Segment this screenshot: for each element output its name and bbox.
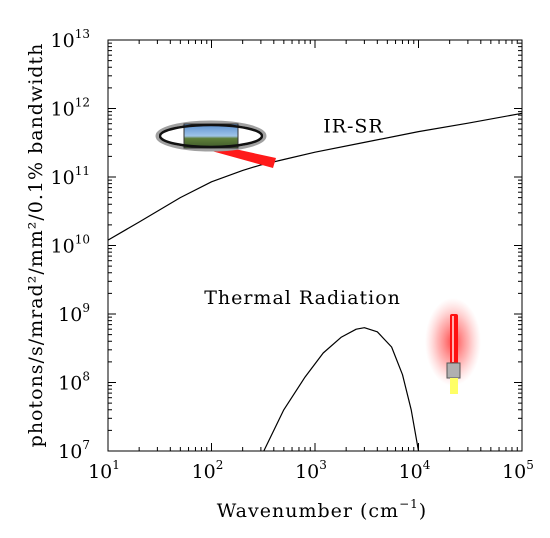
- x-axis-tick-labels: 101 102 103 104 105: [88, 458, 534, 483]
- x-tick-label: 104: [399, 458, 431, 483]
- plot-area: [107, 39, 523, 452]
- series-line-0: [107, 112, 523, 241]
- annotation-1: Thermal Radiation: [204, 287, 401, 309]
- y-tick-label: 109: [58, 301, 90, 326]
- y-axis-ticks: [108, 39, 522, 452]
- y-tick-label: 1013: [51, 27, 90, 52]
- x-tick-label: 105: [502, 458, 534, 483]
- y-tick-label: 108: [58, 370, 90, 395]
- x-tick-label: 103: [295, 458, 327, 483]
- x-axis-label-main: Wavenumber (cm: [217, 500, 399, 522]
- y-tick-label: 1011: [51, 164, 90, 189]
- y-tick-label: 1010: [51, 233, 90, 258]
- y-tick-label: 1012: [51, 96, 90, 121]
- annotation-0: IR-SR: [323, 115, 384, 137]
- y-axis-label: photons/s/mrad²/mm²/0.1% bandwidth: [25, 43, 47, 448]
- x-axis-ticks: [107, 40, 523, 451]
- thermal-lamp-icon: [425, 298, 481, 394]
- x-axis-label-exponent: −1: [399, 497, 419, 511]
- series-lines: [107, 112, 523, 452]
- x-tick-label: 102: [192, 458, 224, 483]
- synchrotron-ring-icon: [155, 120, 276, 168]
- series-line-1: [263, 327, 420, 452]
- x-tick-label: 101: [88, 458, 120, 483]
- x-axis-label: Wavenumber (cm−1): [217, 497, 427, 522]
- x-axis-label-suffix: ): [419, 500, 427, 522]
- y-axis-tick-labels: 107 108 109 1010 1011 1012 1013: [51, 27, 90, 463]
- annotations: IR-SR Thermal Radiation: [204, 115, 401, 309]
- y-tick-label: 107: [58, 438, 90, 463]
